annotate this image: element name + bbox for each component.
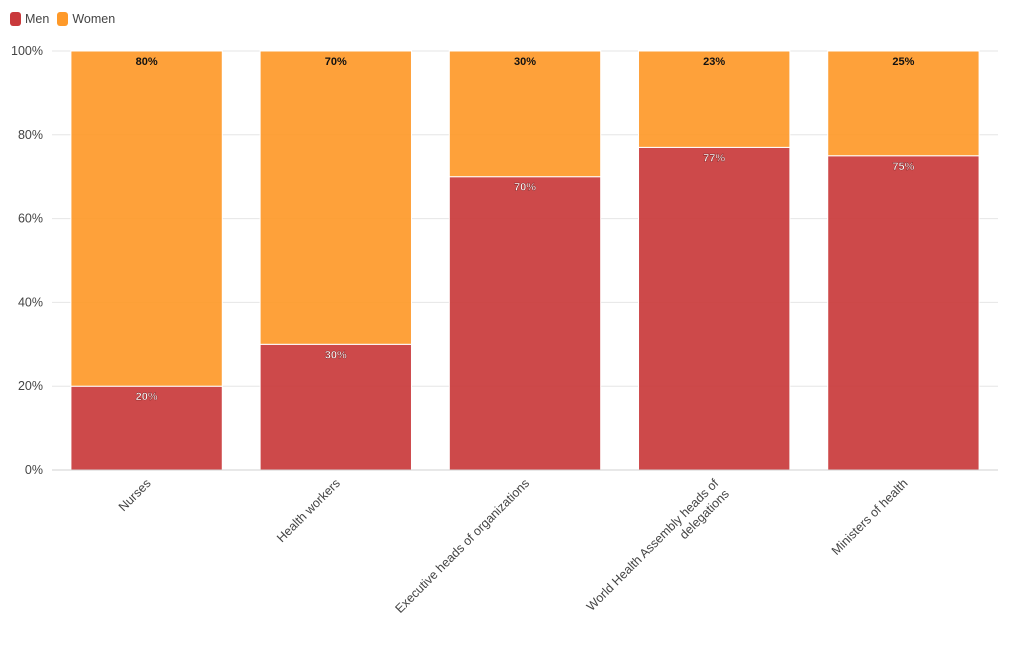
legend-item-women[interactable]: Women — [57, 12, 115, 26]
bar-men — [827, 155, 980, 471]
y-tick-label: 40% — [18, 295, 43, 309]
x-category-label-group: Health workers — [274, 476, 343, 545]
legend-swatch-women — [57, 12, 69, 26]
legend-item-men[interactable]: Men — [10, 12, 49, 26]
data-label: 70% — [325, 56, 347, 68]
y-tick-label: 100% — [11, 44, 43, 58]
bar-women — [259, 50, 412, 345]
x-category-label-group: World Health Assembly heads ofdelegation… — [584, 476, 732, 624]
x-category-label: Nurses — [116, 476, 154, 514]
bar-men — [448, 176, 602, 471]
legend: Men Women — [10, 12, 115, 26]
x-category-label: World Health Assembly heads ofdelegation… — [584, 476, 732, 624]
y-tick-label: 20% — [18, 379, 43, 393]
bar-men — [259, 343, 412, 471]
data-label: 25% — [892, 56, 914, 68]
data-label: 70% — [514, 182, 536, 194]
bar-women — [638, 50, 791, 148]
x-category-label-group: Executive heads of organizations — [393, 476, 533, 616]
legend-label-men: Men — [25, 12, 50, 26]
x-category-label: Ministers of health — [829, 476, 911, 558]
y-tick-label: 0% — [25, 463, 43, 477]
legend-label-women: Women — [72, 12, 116, 26]
y-tick-label: 60% — [18, 212, 43, 226]
data-label: 30% — [514, 56, 536, 68]
data-label: 75% — [892, 161, 914, 173]
bar-women — [827, 50, 980, 157]
x-category-label-group: Ministers of health — [829, 476, 911, 558]
x-category-label: Health workers — [274, 476, 343, 545]
bar-men — [638, 146, 791, 471]
x-category-label: Executive heads of organizations — [393, 476, 533, 616]
data-label: 23% — [703, 56, 725, 68]
x-category-label-group: Nurses — [116, 476, 154, 514]
bar-women — [70, 50, 223, 387]
data-label: 80% — [136, 56, 158, 68]
y-tick-label: 80% — [18, 128, 43, 142]
legend-swatch-men — [10, 12, 21, 26]
data-label: 30% — [325, 349, 347, 361]
data-label: 77% — [703, 152, 725, 164]
bar-women — [448, 50, 602, 178]
data-label: 20% — [136, 391, 158, 403]
